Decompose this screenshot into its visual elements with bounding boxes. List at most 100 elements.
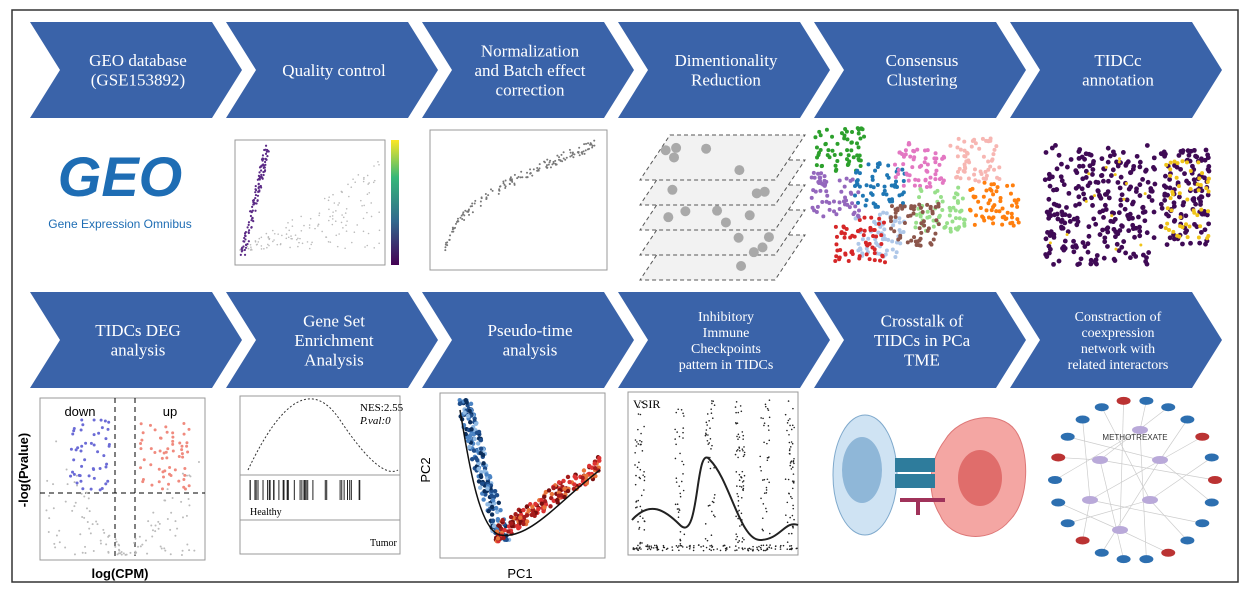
pt-point xyxy=(490,512,494,516)
cluster-point xyxy=(948,206,952,210)
cluster-point xyxy=(866,237,870,241)
ck-point xyxy=(678,545,680,547)
ck-point xyxy=(741,411,743,413)
ck-point xyxy=(791,441,793,443)
cluster-point xyxy=(856,201,860,205)
cluster-point xyxy=(890,204,894,208)
cluster-point xyxy=(865,252,869,256)
qc-point xyxy=(364,246,366,248)
ck-point xyxy=(683,415,685,417)
annot-point xyxy=(1138,193,1143,198)
network-node xyxy=(1095,549,1109,557)
cluster-point xyxy=(841,224,845,228)
ck-point xyxy=(739,479,741,481)
cluster-point xyxy=(970,145,974,149)
cluster-point xyxy=(1004,217,1008,221)
annot-point xyxy=(1145,143,1150,148)
volcano-point xyxy=(182,486,185,489)
cluster-point xyxy=(865,198,869,202)
volcano-point xyxy=(53,507,55,509)
qc-point xyxy=(370,202,372,204)
cluster-point xyxy=(817,181,821,185)
network-node xyxy=(1161,549,1175,557)
ck-point xyxy=(791,468,793,470)
annot-point xyxy=(1055,212,1060,217)
annot-point xyxy=(1134,186,1139,191)
step-label: (GSE153892) xyxy=(91,71,185,90)
norm-point xyxy=(480,201,482,203)
annot-point xyxy=(1203,227,1208,232)
cluster-point xyxy=(855,153,859,157)
ck-point xyxy=(792,466,794,468)
cluster-point xyxy=(871,178,875,182)
norm-point xyxy=(570,152,572,154)
cluster-point xyxy=(973,178,977,182)
step-label: Clustering xyxy=(887,71,958,90)
annot-point xyxy=(1162,193,1167,198)
layer-blob xyxy=(734,165,744,175)
cluster-point xyxy=(898,228,902,232)
qc-point xyxy=(330,241,332,243)
qc-point xyxy=(243,241,245,243)
ck-point xyxy=(759,456,761,458)
ck-point xyxy=(763,545,765,547)
cluster-point xyxy=(939,195,943,199)
qc-point xyxy=(255,185,257,187)
layer-blob xyxy=(667,185,677,195)
ck-point xyxy=(680,543,682,545)
annot-point xyxy=(1081,192,1086,197)
cluster-point xyxy=(928,185,932,189)
ck-point xyxy=(742,547,744,549)
norm-point xyxy=(471,203,473,205)
ck-point xyxy=(789,465,791,467)
volcano-point xyxy=(140,422,143,425)
norm-point xyxy=(504,187,506,189)
cluster-point xyxy=(878,162,882,166)
step-label: TME xyxy=(904,351,940,370)
receptor xyxy=(895,458,935,472)
annot-point xyxy=(1137,164,1142,169)
annot-point xyxy=(1057,153,1062,158)
annot-point xyxy=(1052,232,1057,237)
ck-point xyxy=(698,544,700,546)
annot-point xyxy=(1117,210,1122,215)
ck-point xyxy=(676,545,678,547)
volcano-point xyxy=(74,481,76,483)
pt-point xyxy=(467,445,471,449)
annot-point xyxy=(1090,172,1095,177)
ck-point xyxy=(762,418,764,420)
ck-point xyxy=(742,537,744,539)
ck-point xyxy=(780,545,782,547)
ck-point xyxy=(711,545,713,547)
volcano-point xyxy=(87,521,89,523)
annot-point xyxy=(1097,210,1102,215)
ck-point xyxy=(765,406,767,408)
ck-point xyxy=(737,438,739,440)
norm-point xyxy=(593,140,595,142)
ck-point xyxy=(637,443,639,445)
volcano-point xyxy=(80,429,83,432)
qc-point xyxy=(272,241,274,243)
pt-point xyxy=(526,508,530,512)
step-label: Gene Set xyxy=(303,311,365,330)
ck-point xyxy=(703,545,705,547)
ck-point xyxy=(693,550,695,552)
ck-point xyxy=(689,546,691,548)
cluster-point xyxy=(831,149,835,153)
cluster-point xyxy=(929,176,933,180)
norm-point xyxy=(572,156,574,158)
volcano-point xyxy=(188,549,190,551)
step-label: analysis xyxy=(503,341,558,360)
ck-point xyxy=(686,546,688,548)
cluster-point xyxy=(1005,184,1009,188)
annot-point xyxy=(1114,248,1117,251)
volcano-point xyxy=(159,436,162,439)
cluster-point xyxy=(962,154,966,158)
qc-point xyxy=(309,248,311,250)
annot-point xyxy=(1142,218,1147,223)
cluster-point xyxy=(818,176,822,180)
qc-point xyxy=(297,246,299,248)
cluster-point xyxy=(956,192,960,196)
qc-point xyxy=(268,245,270,247)
norm-point xyxy=(526,176,528,178)
